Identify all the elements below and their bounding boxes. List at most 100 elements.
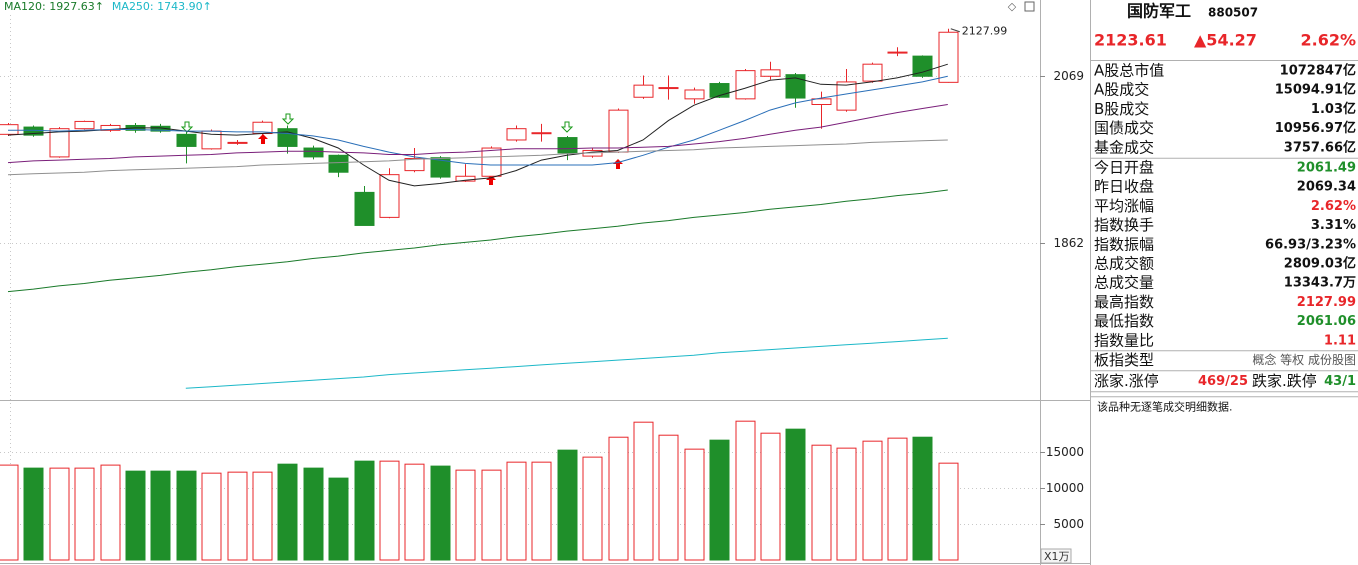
candle-body	[49, 128, 70, 158]
volume-bar	[862, 440, 883, 561]
volume-bar	[633, 421, 654, 561]
candle-body	[0, 124, 19, 135]
volume-bar	[100, 464, 121, 561]
volume-bar	[658, 434, 679, 561]
info-value: 2061.49	[1297, 161, 1356, 176]
candle-body	[100, 124, 121, 131]
legend-entry: MA250: 1743.90↑	[112, 0, 212, 13]
info-label: 最低指数	[1094, 312, 1154, 330]
price-change: ▲54.27	[1194, 31, 1257, 50]
info-label: 昨日收盘	[1094, 178, 1154, 196]
volume-bar	[74, 467, 95, 561]
volume-bar	[328, 477, 349, 561]
y-tick-label: 15000	[1046, 445, 1084, 459]
ma-line	[7, 189, 948, 293]
info-value: 1.03亿	[1311, 101, 1356, 117]
ma-line	[185, 337, 948, 389]
candle-body	[785, 74, 806, 99]
panel-note: 该品种无逐笔成交明细数据.	[1097, 399, 1233, 413]
volume-bar	[23, 467, 44, 561]
volume-bar	[227, 471, 248, 561]
candle-body	[531, 132, 552, 135]
info-label: 板指类型	[1094, 351, 1154, 369]
info-label: 总成交额	[1094, 255, 1154, 273]
candle-body	[684, 89, 705, 100]
info-label: 今日开盘	[1094, 159, 1154, 177]
candle-body	[811, 98, 832, 106]
security-name: 国防军工	[1127, 2, 1191, 21]
candle-body	[303, 147, 324, 158]
candle-body	[277, 128, 298, 147]
ma-line	[7, 139, 948, 176]
sell-signal	[560, 121, 574, 133]
info-value: 2061.06	[1297, 314, 1356, 329]
volume-bar	[125, 470, 146, 561]
candle-body	[455, 175, 476, 182]
signal-markers	[180, 113, 623, 185]
candle-body	[938, 31, 959, 83]
last-price: 2123.61	[1094, 31, 1167, 50]
index-type-links[interactable]: 概念 等权 成份股图	[1252, 352, 1356, 367]
info-label: A股成交	[1094, 81, 1149, 99]
volume-bar	[531, 461, 552, 561]
volume-bar	[201, 472, 222, 561]
candle-body	[887, 51, 908, 54]
info-value: 2.62%	[1311, 199, 1356, 214]
volume-bar	[836, 447, 857, 561]
volume-bar	[404, 463, 425, 561]
breadth-label: 跌家.跌停	[1252, 372, 1317, 390]
info-value: 2127.99	[1297, 295, 1356, 310]
ma-line	[8, 75, 948, 166]
info-label: B股成交	[1094, 100, 1149, 118]
volume-bar	[684, 448, 705, 561]
volume-bar	[760, 432, 781, 561]
y-tick-label: 10000	[1046, 481, 1084, 495]
volume-bar	[176, 470, 197, 561]
info-value: 13343.7万	[1284, 276, 1356, 291]
info-label: 平均涨幅	[1094, 197, 1154, 215]
volume-bar	[430, 465, 451, 561]
unit-box	[1040, 548, 1072, 564]
volume-bar	[912, 436, 933, 561]
unit-label: X1万	[1044, 550, 1070, 563]
breadth-label: 涨家.涨停	[1094, 372, 1159, 390]
candle-body	[735, 70, 756, 100]
sell-signal	[281, 113, 295, 125]
info-label: 最高指数	[1094, 293, 1154, 311]
volume-bar	[582, 456, 603, 561]
candle-body	[354, 191, 375, 226]
candle-body	[430, 157, 451, 178]
info-value: 3757.66亿	[1284, 139, 1356, 155]
volume-bar	[379, 460, 400, 561]
candle-body	[404, 158, 425, 172]
volume-bar	[150, 470, 171, 561]
icon-window[interactable]	[1024, 1, 1035, 12]
volume-bar	[455, 469, 476, 561]
candle-body	[506, 128, 527, 141]
candle-body	[608, 109, 629, 153]
info-label: A股总市值	[1094, 62, 1164, 80]
candle-body	[912, 55, 933, 77]
info-label: 总成交量	[1094, 274, 1154, 292]
buy-signal	[613, 159, 623, 169]
info-value: 15094.91亿	[1275, 82, 1356, 98]
candle-body	[176, 133, 197, 147]
legend-entry: MA120: 1927.63↑	[4, 0, 104, 13]
breadth-value: 43/1	[1324, 374, 1356, 389]
candle-body	[23, 126, 44, 136]
info-value: 1.11	[1324, 333, 1356, 348]
candle-body	[481, 147, 502, 177]
info-label: 指数振幅	[1094, 235, 1154, 253]
breadth-value: 469/25	[1198, 374, 1248, 389]
info-value: 66.93/3.23%	[1265, 237, 1356, 252]
volume-bar	[785, 428, 806, 561]
candle-body	[328, 154, 349, 173]
volume-bar	[709, 439, 730, 561]
info-label: 国债成交	[1094, 119, 1154, 137]
volume-bar	[252, 471, 273, 561]
info-label: 基金成交	[1094, 138, 1154, 156]
info-label: 指数量比	[1094, 331, 1154, 349]
icon-diamond[interactable]: ◇	[1008, 0, 1017, 13]
